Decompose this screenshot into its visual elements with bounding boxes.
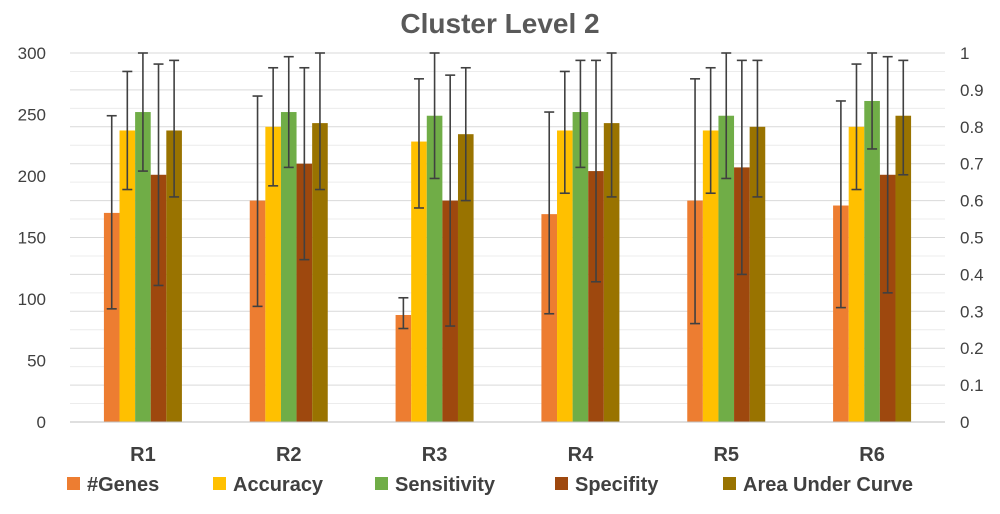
bar <box>541 214 558 422</box>
error-bars <box>106 52 909 330</box>
right-tick-label: 0.4 <box>960 265 984 284</box>
right-tick-label: 0.9 <box>960 81 984 100</box>
right-tick-label: 0 <box>960 413 969 432</box>
right-tick-label: 0.7 <box>960 155 984 174</box>
left-tick-label: 150 <box>18 229 46 248</box>
bar <box>879 174 896 422</box>
bar <box>895 115 912 422</box>
right-tick-label: 0.5 <box>960 229 984 248</box>
legend: #Genes Accuracy Sensitivity Specifity Area U… <box>67 474 913 496</box>
right-tick-label: 0.3 <box>960 302 984 321</box>
bar <box>833 205 849 422</box>
category-labels: R1 R2 R3 R4 R5 R6 <box>130 444 885 466</box>
left-tick-label: 250 <box>18 106 46 125</box>
legend-label: Area Under Curve <box>743 474 913 496</box>
bar <box>249 200 266 422</box>
bar <box>296 163 313 422</box>
bar <box>572 112 589 422</box>
bar <box>718 115 735 422</box>
bar <box>280 112 297 422</box>
bar <box>734 167 750 422</box>
left-tick-label: 100 <box>18 290 46 309</box>
bar <box>749 126 766 423</box>
chart-title: Cluster Level 2 <box>400 8 599 39</box>
bar <box>103 212 120 422</box>
right-tick-label: 0.6 <box>960 192 984 211</box>
category-label: R5 <box>713 444 739 466</box>
bar <box>395 314 412 422</box>
bar <box>702 130 719 423</box>
bar <box>457 134 474 422</box>
category-label: R4 <box>568 444 594 466</box>
category-label: R1 <box>130 444 156 466</box>
bar <box>864 100 880 422</box>
bar-series <box>103 100 912 423</box>
category-label: R3 <box>422 444 448 466</box>
bar <box>848 126 865 423</box>
category-label: R6 <box>859 444 885 466</box>
bar <box>603 123 620 423</box>
left-tick-label: 50 <box>27 352 46 371</box>
left-tick-label: 200 <box>18 167 46 186</box>
bar <box>411 141 427 422</box>
category-label: R2 <box>276 444 302 466</box>
bar <box>119 130 136 423</box>
bar <box>426 115 443 422</box>
major-gridlines <box>70 52 945 386</box>
bar <box>588 171 604 422</box>
minor-gridlines <box>70 70 945 405</box>
legend-label: Specifity <box>575 474 659 496</box>
right-tick-label: 0.1 <box>960 376 984 395</box>
bar <box>312 123 328 423</box>
legend-label: Sensitivity <box>395 474 496 496</box>
legend-label: #Genes <box>87 474 159 496</box>
bar <box>557 130 573 423</box>
bar <box>135 112 151 422</box>
left-tick-label: 0 <box>37 413 46 432</box>
right-axis-tick-labels: 0 0.1 0.2 0.3 0.4 0.5 0.6 0.7 0.8 0.9 1 <box>960 44 984 432</box>
legend-swatch <box>67 477 80 490</box>
legend-swatch <box>723 477 736 490</box>
right-tick-label: 0.2 <box>960 339 984 358</box>
legend-swatch <box>555 477 568 490</box>
legend-label: Accuracy <box>233 474 324 496</box>
right-tick-label: 0.8 <box>960 118 984 137</box>
bar <box>150 174 167 422</box>
bar <box>166 130 182 423</box>
left-tick-label: 300 <box>18 44 46 63</box>
legend-swatch <box>213 477 226 490</box>
right-tick-label: 1 <box>960 44 969 63</box>
legend-swatch <box>375 477 388 490</box>
bar <box>265 126 281 423</box>
left-axis-tick-labels: 0 50 100 150 200 250 300 <box>18 44 46 432</box>
